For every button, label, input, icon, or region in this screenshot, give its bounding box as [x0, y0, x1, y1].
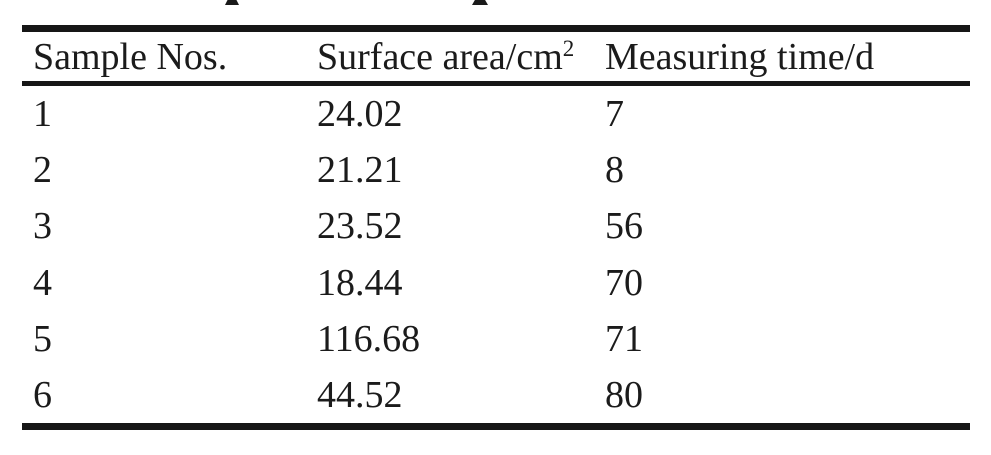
- header-measuring-time: Measuring time/d: [605, 35, 875, 78]
- cell-sample-no: 2: [33, 149, 52, 192]
- table-row: 5 116.68 71: [22, 311, 970, 367]
- cell-sample-no: 1: [33, 93, 52, 136]
- header-sample-nos: Sample Nos.: [33, 35, 228, 78]
- cell-measuring-time: 8: [605, 149, 624, 192]
- table-row: 4 18.44 70: [22, 255, 970, 311]
- table-bottom-rule: [22, 423, 970, 430]
- table-top-rule: [22, 25, 970, 32]
- header-surface-area-superscript: 2: [562, 35, 575, 61]
- cropped-title-descender-right-icon: [472, 0, 488, 5]
- cell-measuring-time: 7: [605, 93, 624, 136]
- cell-measuring-time: 70: [605, 261, 643, 304]
- header-surface-area: Surface area/cm2: [317, 35, 605, 78]
- table-row: 6 44.52 80: [22, 367, 970, 423]
- table-body: 1 24.02 7 2 21.21 8 3 23.52 56 4 18.44 7…: [22, 86, 970, 423]
- cell-sample-no: 4: [33, 261, 52, 304]
- cell-sample-no: 5: [33, 317, 52, 360]
- header-surface-area-base: Surface area/cm: [317, 35, 563, 78]
- table-row: 2 21.21 8: [22, 142, 970, 198]
- table-row: 3 23.52 56: [22, 198, 970, 254]
- cell-measuring-time: 80: [605, 373, 643, 416]
- cell-sample-no: 6: [33, 373, 52, 416]
- cell-surface-area: 18.44: [317, 261, 403, 304]
- cell-sample-no: 3: [33, 205, 52, 248]
- cropped-title-descender-left-icon: [225, 0, 239, 5]
- table-header-row: Sample Nos. Surface area/cm2 Measuring t…: [22, 32, 970, 81]
- cell-measuring-time: 56: [605, 205, 643, 248]
- data-table: Sample Nos. Surface area/cm2 Measuring t…: [22, 25, 970, 430]
- table-row: 1 24.02 7: [22, 86, 970, 142]
- cell-surface-area: 21.21: [317, 149, 403, 192]
- cell-surface-area: 24.02: [317, 93, 403, 136]
- table-header-rule: [22, 81, 970, 86]
- cell-surface-area: 44.52: [317, 373, 403, 416]
- cell-measuring-time: 71: [605, 317, 643, 360]
- cell-surface-area: 116.68: [317, 317, 421, 360]
- cell-surface-area: 23.52: [317, 205, 403, 248]
